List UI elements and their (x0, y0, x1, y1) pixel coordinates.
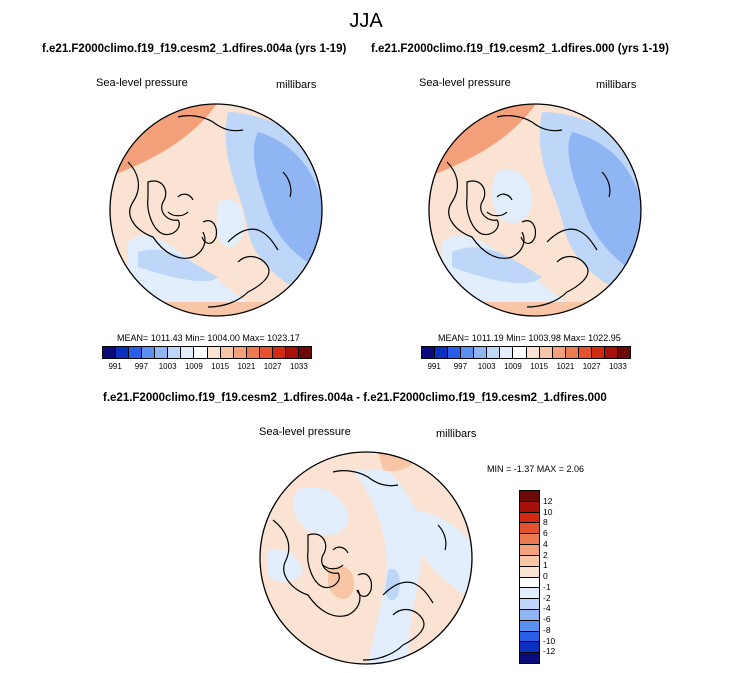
left-colorbar-swatch (233, 347, 247, 358)
right-colorbar-swatch (474, 347, 488, 358)
diff-colorbar-swatch (520, 545, 539, 556)
diff-colorbar-tick-label: 2 (543, 549, 548, 560)
right-colorbar-swatch (591, 347, 605, 358)
diff-colorbar-tick-label: 6 (543, 528, 548, 538)
diff-colorbar-tick-label: -4 (543, 603, 551, 614)
left-colorbar-swatch (298, 347, 311, 358)
diff-colorbar-tick-label: -12 (543, 646, 556, 657)
right-colorbar: 991 997 1003 1009 1015 1021 1027 1033 (421, 346, 631, 371)
diff-colorbar-swatch (520, 588, 539, 600)
right-colorbar-swatch (435, 347, 449, 358)
diff-colorbar: 12 10 8 6 4 2 1 0 -1 -2 -4 -6 -8 -10 -12 (519, 490, 555, 664)
left-colorbar-tick-label: 1003 (158, 362, 177, 371)
right-colorbar-swatch (461, 347, 475, 358)
left-colorbar-tick-label: 1009 (184, 362, 203, 371)
diff-colorbar-swatch (520, 642, 539, 654)
left-colorbar-swatch (155, 347, 169, 358)
right-colorbar-tick-label: 1021 (556, 362, 575, 371)
diff-colorbar-swatch (520, 609, 539, 621)
right-colorbar-swatch (513, 347, 527, 358)
left-colorbar-tick-label: 1033 (289, 362, 308, 371)
left-colorbar-swatch (168, 347, 182, 358)
diff-colorbar-swatch (520, 555, 539, 567)
right-colorbar-tick-label: 991 (427, 362, 441, 371)
diff-colorbar-tick-label: 10 (543, 506, 553, 517)
right-colorbar-swatch (500, 347, 514, 358)
right-colorbar-swatch (604, 347, 618, 358)
left-polar-map (109, 103, 323, 317)
left-colorbar-tick-label: 991 (108, 362, 122, 371)
diff-colorbar-swatch (520, 620, 539, 632)
diff-colorbar-tick-label: 4 (543, 538, 548, 549)
left-colorbar: 991 997 1003 1009 1015 1021 1027 1033 (102, 346, 312, 371)
diff-units-label: millibars (436, 428, 477, 440)
right-colorbar-swatch (448, 347, 462, 358)
left-colorbar-swatch (259, 347, 273, 358)
right-colorbar-swatch (617, 347, 630, 358)
right-stats: MEAN= 1011.19 Min= 1003.98 Max= 1022.95 (438, 333, 621, 343)
right-colorbar-swatch (565, 347, 579, 358)
left-units-label: millibars (276, 79, 317, 91)
diff-colorbar-swatch (520, 653, 539, 663)
left-colorbar-swatch (246, 347, 260, 358)
season-title: JJA (349, 10, 383, 32)
left-colorbar-swatch (220, 347, 234, 358)
diff-colorbar-swatch (520, 631, 539, 643)
diff-colorbar-swatch (520, 599, 539, 610)
right-colorbar-swatch (552, 347, 566, 358)
left-colorbar-swatch (194, 347, 208, 358)
diff-colorbar-tick-label: 0 (543, 571, 548, 581)
diff-colorbar-tick-label: -10 (543, 635, 556, 646)
diff-colorbar-swatch (520, 577, 539, 589)
right-panel-title: f.e21.F2000climo.f19_f19.cesm2_1.dfires.… (371, 43, 669, 55)
right-colorbar-tick-label: 1033 (608, 362, 627, 371)
right-colorbar-swatch (578, 347, 592, 358)
left-colorbar-swatch (181, 347, 195, 358)
diff-colorbar-tick-label: -2 (543, 592, 551, 603)
left-variable-label: Sea-level pressure (96, 77, 188, 89)
right-colorbar-tick-label: 1009 (503, 362, 522, 371)
left-colorbar-swatch (272, 347, 286, 358)
left-panel-title: f.e21.F2000climo.f19_f19.cesm2_1.dfires.… (42, 43, 347, 55)
diff-colorbar-swatch (520, 523, 539, 535)
right-colorbar-swatch (539, 347, 553, 358)
diff-colorbar-swatch (520, 501, 539, 513)
diff-colorbar-swatch (520, 491, 539, 502)
right-colorbar-swatch (422, 347, 436, 358)
right-polar-map (428, 103, 642, 317)
left-stats: MEAN= 1011.43 Min= 1004.00 Max= 1023.17 (117, 333, 300, 343)
diff-polar-map (259, 451, 473, 665)
diff-colorbar-tick-label: -6 (543, 614, 551, 624)
diff-colorbar-swatch (520, 512, 539, 524)
left-colorbar-swatch (129, 347, 143, 358)
left-colorbar-tick-label: 1015 (211, 362, 230, 371)
left-colorbar-swatch (142, 347, 156, 358)
diff-panel-title: f.e21.F2000climo.f19_f19.cesm2_1.dfires.… (103, 392, 607, 404)
diff-colorbar-tick-label: 12 (543, 495, 553, 506)
right-variable-label: Sea-level pressure (419, 77, 511, 89)
left-colorbar-swatch (116, 347, 130, 358)
right-colorbar-swatch (526, 347, 540, 358)
diff-colorbar-tick-label: -1 (543, 581, 551, 592)
diff-colorbar-swatch (520, 534, 539, 546)
diff-colorbar-tick-label: -8 (543, 624, 551, 635)
right-colorbar-tick-label: 1027 (582, 362, 601, 371)
right-colorbar-tick-label: 1015 (530, 362, 549, 371)
diff-variable-label: Sea-level pressure (259, 426, 351, 438)
left-colorbar-tick-label: 1027 (263, 362, 282, 371)
diff-colorbar-swatch (520, 566, 539, 578)
right-colorbar-tick-label: 1003 (477, 362, 496, 371)
right-colorbar-tick-label: 997 (453, 362, 468, 371)
right-colorbar-swatch (487, 347, 501, 358)
left-colorbar-swatch (103, 347, 117, 358)
diff-colorbar-tick-label: 8 (543, 517, 548, 528)
right-units-label: millibars (596, 79, 637, 91)
diff-stats: MIN = -1.37 MAX = 2.06 (487, 464, 585, 474)
diff-colorbar-tick-label: 1 (543, 560, 548, 571)
left-colorbar-tick-label: 1021 (237, 362, 256, 371)
left-colorbar-swatch (207, 347, 221, 358)
left-colorbar-tick-label: 997 (134, 362, 149, 371)
left-colorbar-swatch (285, 347, 299, 358)
